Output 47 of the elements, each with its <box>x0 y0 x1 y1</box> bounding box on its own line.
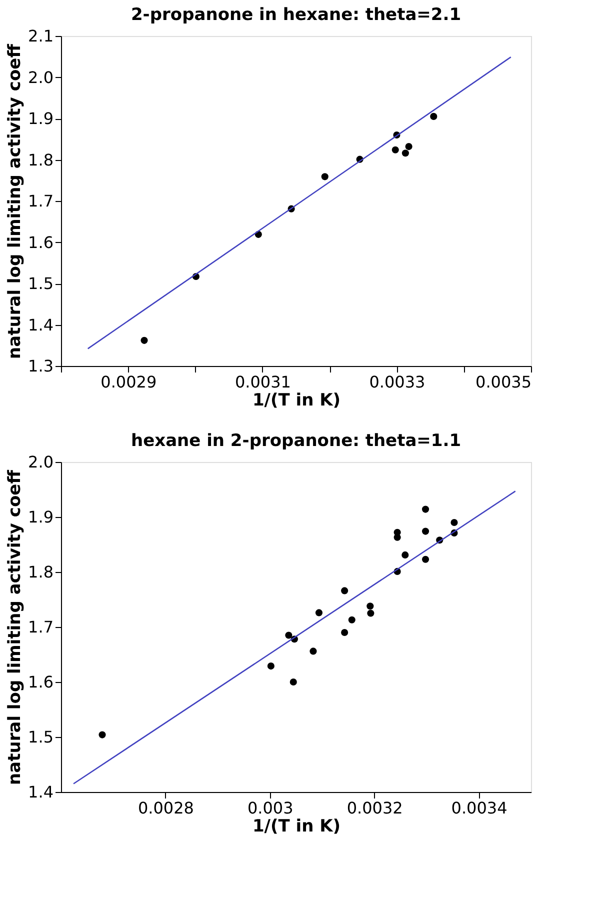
point <box>341 628 348 636</box>
x-tick-label: 0.0029 <box>100 372 157 392</box>
point <box>422 528 430 535</box>
y-tick-label: 1.7 <box>28 618 54 636</box>
x-tick-label: 0.0034 <box>451 798 508 818</box>
y-tick-label: 1.6 <box>28 672 54 692</box>
chart-title: 2-propanone in hexane: theta=2.1 <box>130 5 462 25</box>
point <box>267 662 274 670</box>
y-tick-label: 1.8 <box>28 150 54 170</box>
y-axis-title: natural log limiting activity coeff <box>5 44 26 359</box>
y-tick-label: 1.9 <box>28 109 54 128</box>
chart-title: hexane in 2-propanone: theta=1.1 <box>130 431 462 451</box>
point <box>348 616 356 624</box>
x-tick-label: 0.0032 <box>346 798 403 818</box>
x-tick-label: 0.0031 <box>234 372 291 392</box>
point <box>310 648 317 655</box>
point <box>98 731 106 738</box>
x-tick-label: 0.0033 <box>369 372 426 392</box>
point <box>450 518 458 526</box>
y-tick-label: 1.5 <box>28 728 54 746</box>
point <box>394 534 401 541</box>
y-tick-label: 1.8 <box>28 562 54 582</box>
point <box>366 602 374 610</box>
y-tick-label: 1.9 <box>28 508 54 526</box>
y-tick-label: 1.5 <box>28 274 54 293</box>
y-tick-label: 2.0 <box>28 68 54 87</box>
x-tick-label: 0.0028 <box>138 798 194 818</box>
y-tick-label: 1.4 <box>28 782 54 802</box>
y-tick-label: 1.6 <box>28 232 54 252</box>
x-axis-title: 1/(T in K) <box>252 390 341 410</box>
y-tick-label: 1.4 <box>28 315 54 334</box>
point <box>285 632 292 639</box>
point <box>402 551 409 558</box>
y-axis-title: natural log limiting activity coeff <box>5 470 26 785</box>
point <box>341 587 348 594</box>
x-axis-title: 1/(T in K) <box>252 816 341 836</box>
y-tick-label: 2.0 <box>28 452 54 472</box>
point <box>367 610 374 617</box>
x-tick-label: 0.0035 <box>476 372 532 392</box>
point <box>422 556 430 563</box>
x-tick-label: 0.003 <box>247 798 294 818</box>
point <box>315 609 323 616</box>
y-tick-label: 1.3 <box>28 356 54 376</box>
point <box>290 678 297 686</box>
y-tick-label: 1.7 <box>28 192 54 210</box>
point <box>422 506 430 513</box>
y-tick-label: 2.1 <box>28 26 54 46</box>
